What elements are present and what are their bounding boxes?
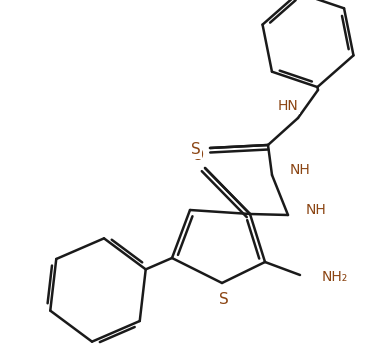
Text: NH: NH — [306, 203, 327, 217]
Text: S: S — [219, 291, 229, 307]
Text: S: S — [191, 143, 201, 157]
Text: O: O — [191, 149, 203, 163]
Text: HN: HN — [278, 99, 299, 113]
Text: NH₂: NH₂ — [322, 270, 348, 284]
Text: NH: NH — [290, 163, 311, 177]
